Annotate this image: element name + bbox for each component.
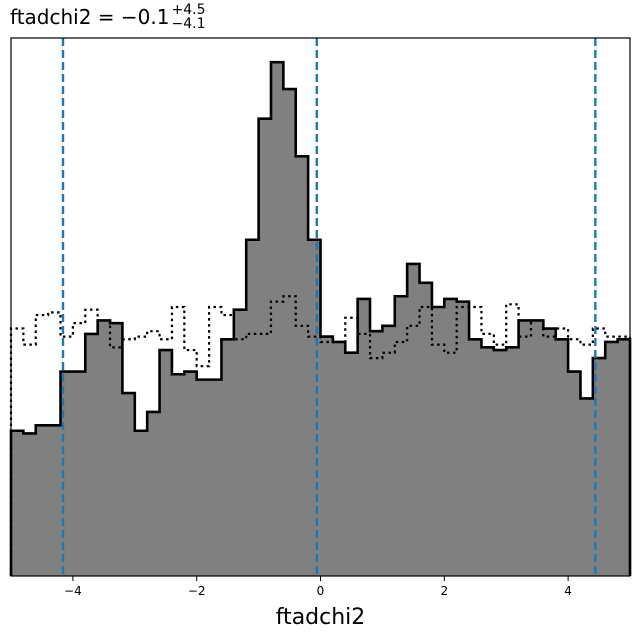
x-tick-label: 2 (440, 584, 448, 598)
x-tick-label: 4 (564, 584, 572, 598)
x-tick-label: −4 (64, 584, 82, 598)
histogram-dotted-outline (9, 295, 632, 576)
svg-text:ftadchi2 = −0.1: ftadchi2 = −0.1 (10, 5, 169, 29)
x-tick-label: 0 (317, 584, 325, 598)
x-tick-label: −2 (188, 584, 206, 598)
title-lower-error: −4.1 (171, 16, 205, 32)
title-main: ftadchi2 = −0.1 (10, 5, 169, 29)
plot-area (9, 38, 632, 576)
histogram-filled-outline (9, 60, 632, 576)
title-upper-error: +4.5 (171, 2, 205, 18)
plot-title: ftadchi2 = −0.1 +4.5 −4.1 (10, 2, 205, 32)
x-axis-label: ftadchi2 (276, 605, 366, 630)
x-axis-ticks: −4 −2 0 2 4 (64, 576, 572, 598)
